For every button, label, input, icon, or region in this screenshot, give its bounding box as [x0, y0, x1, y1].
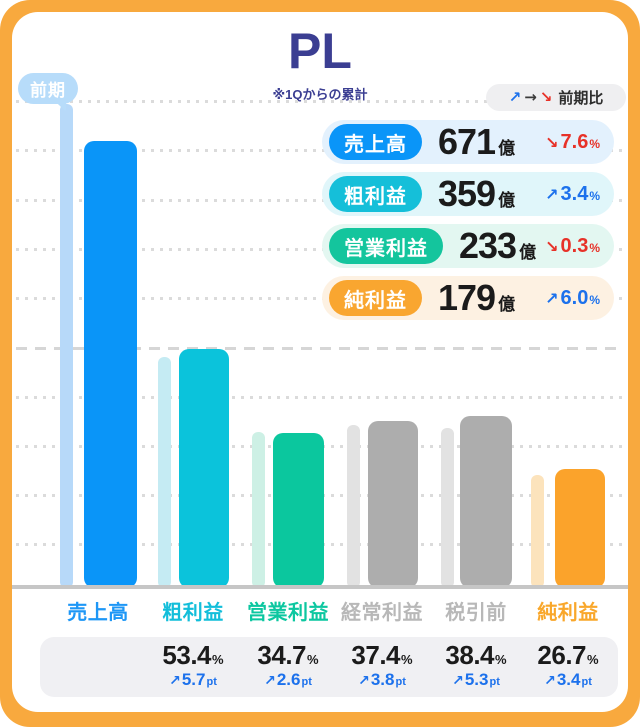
gridline: [16, 199, 624, 202]
up-arrow-icon: ↗: [545, 184, 559, 204]
profit-rate-value: 37.4: [351, 640, 401, 670]
bar-current-net-profit: [555, 469, 605, 588]
up-arrow-icon: ↗: [544, 673, 556, 690]
up-arrow-icon: ↗: [169, 673, 181, 690]
bar-current-sales: [84, 141, 137, 588]
up-arrow-icon: ↗: [358, 673, 370, 690]
gridline: [16, 297, 624, 300]
category-label-net-profit: 純利益: [537, 602, 599, 624]
vs-previous-legend: ↗ → ↘ 前期比: [486, 84, 626, 111]
stat-value: 359: [438, 173, 496, 214]
stat-value: 179: [438, 277, 496, 318]
gridline: [16, 100, 624, 103]
category-label-pretax-profit: 税引前: [445, 602, 507, 624]
up-arrow-icon: ↗: [264, 673, 276, 690]
profit-rate-value: 38.4: [445, 640, 495, 670]
stat-change: ↘ 7.6%: [545, 130, 600, 153]
right-arrow-icon: →: [524, 88, 537, 106]
up-arrow-icon: ↗: [452, 673, 464, 690]
profit-rate-cell-pretax-profit: 38.4% ↗ 5.3 pt: [424, 640, 528, 690]
page-subtitle: ※1Qからの累計: [272, 87, 368, 102]
stat-pill-label: 純利益: [329, 280, 422, 316]
stat-value: 671: [438, 121, 496, 162]
stat-row-営業利益: 営業利益 233 億 ↘ 0.3%: [322, 224, 614, 268]
previous-period-badge: 前期: [18, 73, 78, 104]
down-arrow-icon: ↘: [545, 236, 559, 256]
stat-unit: 億: [498, 191, 516, 210]
gridline: [16, 248, 624, 251]
stat-row-純利益: 純利益 179 億 ↗ 6.0%: [322, 276, 614, 320]
stat-row-粗利益: 粗利益 359 億 ↗ 3.4%: [322, 172, 614, 216]
category-label-operating-profit: 営業利益: [247, 602, 329, 624]
stat-row-売上高: 売上高 671 億 ↘ 7.6%: [322, 120, 614, 164]
profit-rate-cell-net-profit: 26.7% ↗ 3.4 pt: [516, 640, 620, 690]
up-arrow-icon: ↗: [508, 88, 522, 106]
profit-rate-value: 34.7: [257, 640, 307, 670]
gridline: [16, 347, 624, 350]
profit-rate-change: ↗ 2.6 pt: [264, 670, 312, 690]
bar-previous-sales: [60, 104, 73, 588]
stat-change: ↗ 3.4%: [545, 182, 600, 205]
down-arrow-icon: ↘: [539, 88, 553, 106]
profit-rate-change: ↗ 5.7 pt: [169, 670, 217, 690]
stat-pill-label: 営業利益: [329, 228, 443, 264]
profit-rate-value: 53.4: [162, 640, 212, 670]
page-title: PL: [288, 23, 352, 79]
profit-rate-box: [40, 637, 618, 697]
stat-change: ↗ 6.0%: [545, 286, 600, 309]
bar-previous-net-profit: [531, 475, 544, 588]
profit-rate-cell-ordinary-profit: 37.4% ↗ 3.8 pt: [330, 640, 434, 690]
stat-unit: 億: [519, 243, 537, 262]
stat-pill-label: 売上高: [329, 124, 422, 160]
stat-unit: 億: [498, 295, 516, 314]
category-label-sales: 売上高: [67, 602, 129, 624]
gridline: [16, 396, 624, 399]
profit-rate-cell-operating-profit: 34.7% ↗ 2.6 pt: [236, 640, 340, 690]
down-arrow-icon: ↘: [545, 132, 559, 152]
profit-rate-change: ↗ 3.8 pt: [358, 670, 406, 690]
bar-current-gross-profit: [179, 349, 229, 588]
stat-change: ↘ 0.3%: [545, 234, 600, 257]
bar-previous-operating-profit: [252, 432, 265, 588]
profit-rate-change: ↗ 5.3 pt: [452, 670, 500, 690]
bar-current-operating-profit: [273, 433, 324, 588]
up-arrow-icon: ↗: [545, 288, 559, 308]
stat-value: 233: [459, 225, 517, 266]
stat-pill-label: 粗利益: [329, 176, 422, 212]
vs-previous-legend-label: 前期比: [558, 90, 604, 107]
bar-current-ordinary-profit: [368, 421, 418, 588]
profit-rate-cell-gross-profit: 53.4% ↗ 5.7 pt: [141, 640, 245, 690]
bar-previous-ordinary-profit: [347, 425, 360, 588]
x-axis-line: [12, 585, 628, 589]
profit-rate-value: 26.7: [537, 640, 587, 670]
previous-period-badge-label: 前期: [30, 81, 66, 100]
gridline: [16, 149, 624, 152]
bar-current-pretax-profit: [460, 416, 512, 588]
bar-previous-gross-profit: [158, 357, 171, 588]
category-label-ordinary-profit: 経常利益: [341, 602, 423, 624]
category-label-gross-profit: 粗利益: [162, 602, 224, 624]
profit-rate-change: ↗ 3.4 pt: [544, 670, 592, 690]
stat-unit: 億: [498, 139, 516, 158]
bar-previous-pretax-profit: [441, 428, 454, 588]
